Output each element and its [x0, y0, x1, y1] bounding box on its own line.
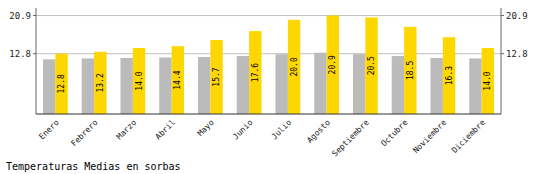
x-tick-label: Diciembre	[450, 118, 487, 155]
bars	[43, 16, 494, 114]
bar	[404, 27, 416, 114]
bar	[120, 58, 132, 114]
bar	[353, 54, 365, 114]
y-tick-label: 20.9	[9, 11, 31, 21]
x-tick-label: Septiembre	[330, 118, 371, 159]
data-label: 12.8	[57, 74, 66, 93]
tick-mark	[33, 53, 36, 54]
x-tick-label: Marzo	[115, 118, 139, 142]
bar	[159, 57, 171, 114]
bar	[210, 40, 222, 114]
y-tick-label: 12.8	[9, 49, 31, 59]
x-tick-label: Octubre	[379, 118, 409, 148]
data-label: 14.0	[135, 71, 144, 90]
bar	[288, 20, 300, 114]
x-tick-label: Noviembre	[411, 118, 448, 155]
tick-mark	[501, 53, 504, 54]
bar	[430, 58, 442, 114]
tick-mark	[33, 15, 36, 16]
data-label: 14.0	[483, 71, 492, 90]
y2-axis-line	[501, 8, 502, 114]
y2-tick-label: 12.8	[506, 49, 528, 59]
bar	[275, 54, 287, 114]
y2-tick-label: 20.9	[506, 11, 528, 21]
grid	[36, 16, 501, 54]
chart: 12.8 13.2 14.0 14.4 15.7 17.6 20.0 20.9 20.5 18.5…	[0, 0, 537, 174]
baseline	[36, 113, 501, 114]
data-label: 14.4	[173, 70, 182, 89]
data-label: 15.7	[212, 67, 221, 86]
grid-line	[36, 15, 501, 16]
data-label: 18.5	[406, 61, 415, 80]
bar	[172, 46, 184, 114]
data-label: 20.5	[367, 56, 376, 75]
bar	[82, 58, 94, 114]
x-tick-label: Enero	[37, 118, 61, 142]
x-ticks: Enero Febrero Marzo Abril Mayo Junio Julio Agos…	[37, 118, 487, 159]
data-labels: 12.8 13.2 14.0 14.4 15.7 17.6 20.0 20.9 20.5 18.5…	[57, 55, 492, 94]
bar	[365, 17, 377, 114]
y2-ticks: 12.8 20.9	[501, 11, 528, 59]
tick-mark	[501, 15, 504, 16]
bar	[314, 53, 326, 114]
data-label: 16.3	[445, 66, 454, 85]
bar	[133, 48, 145, 114]
x-tick-label: Febrero	[69, 118, 99, 148]
x-tick-label: Mayo	[196, 118, 216, 138]
x-tick-label: Julio	[270, 118, 294, 142]
bar	[43, 59, 55, 114]
bar	[327, 16, 339, 114]
bar	[198, 57, 210, 114]
title: Temperaturas Medias en sorbas	[6, 161, 181, 172]
x-tick-label: Agosto	[305, 118, 332, 145]
data-label: 13.2	[96, 73, 105, 92]
y-axis-line	[36, 8, 37, 114]
x-tick-label: Abril	[154, 118, 178, 142]
data-label: 20.9	[328, 55, 337, 74]
data-label: 17.6	[251, 63, 260, 82]
bar	[237, 56, 249, 114]
bar	[55, 54, 67, 114]
bar	[392, 56, 404, 114]
x-tick-label: Junio	[231, 118, 255, 142]
bar	[469, 58, 481, 114]
bar	[482, 48, 494, 114]
data-label: 20.0	[290, 57, 299, 76]
y-ticks: 12.8 20.9	[9, 11, 36, 59]
bar	[249, 31, 261, 114]
bar	[443, 37, 455, 114]
bar	[94, 52, 106, 114]
